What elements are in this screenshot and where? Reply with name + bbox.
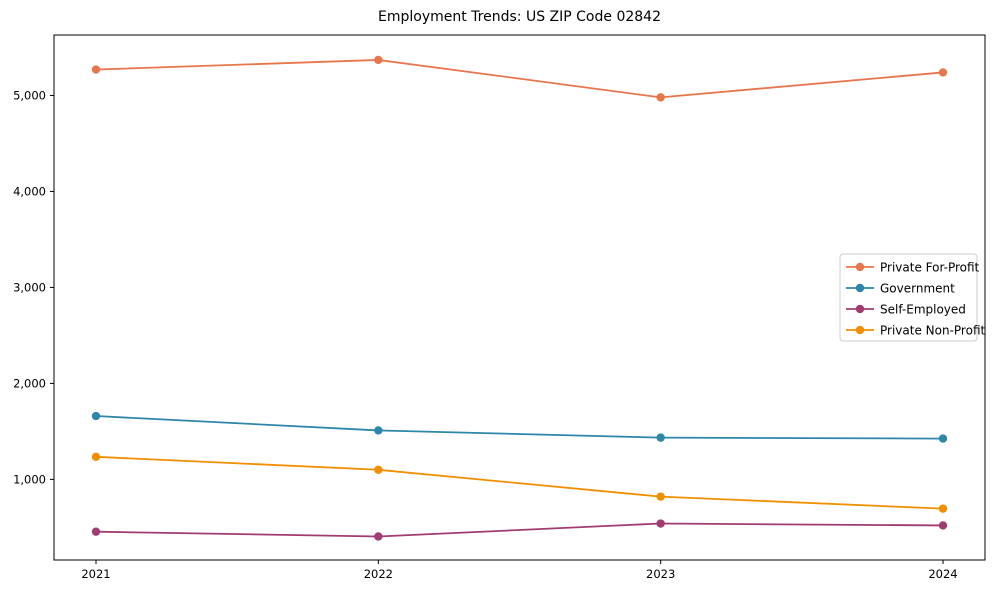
plot-frame	[53, 34, 986, 561]
x-tick-label: 2024	[928, 567, 957, 581]
data-point	[656, 492, 665, 501]
data-point	[938, 504, 948, 513]
x-tick-label: 2023	[646, 567, 675, 581]
data-point	[656, 433, 665, 442]
legend-label: Private For-Profit	[880, 261, 980, 275]
series-line-private-non-profit	[95, 455, 944, 510]
y-tick-label: 3,000	[13, 280, 46, 294]
data-point	[656, 93, 665, 102]
data-point	[938, 68, 948, 77]
series-line-self-employed	[95, 522, 944, 538]
data-point	[91, 452, 101, 462]
data-point	[91, 65, 101, 74]
legend-marker-dot	[855, 325, 865, 335]
y-tick-label: 4,000	[13, 184, 46, 198]
legend-label: Government	[880, 282, 955, 296]
legend-label: Self-Employed	[880, 303, 966, 317]
data-point	[938, 434, 948, 443]
data-point	[374, 532, 383, 541]
y-tick-label: 2,000	[13, 376, 46, 390]
data-point	[374, 55, 383, 65]
series-line-government	[95, 415, 944, 440]
y-tick-label: 5,000	[13, 88, 46, 102]
legend-marker-dot	[855, 262, 865, 272]
legend-label: Private Non-Profit	[880, 324, 986, 338]
x-tick-label: 2021	[81, 567, 110, 581]
data-point	[374, 426, 383, 435]
legend-marker-dot	[855, 304, 865, 314]
data-point	[91, 527, 101, 536]
legend-marker-dot	[855, 283, 865, 293]
series-line-private-for-profit	[95, 59, 944, 99]
data-point	[656, 519, 665, 528]
x-tick-label: 2022	[364, 567, 393, 581]
data-point	[938, 521, 948, 530]
chart-title: Employment Trends: US ZIP Code 02842	[378, 9, 661, 25]
data-point	[91, 411, 101, 421]
legend-box	[839, 253, 978, 342]
y-tick-label: 1,000	[13, 472, 46, 486]
data-point	[374, 465, 383, 474]
